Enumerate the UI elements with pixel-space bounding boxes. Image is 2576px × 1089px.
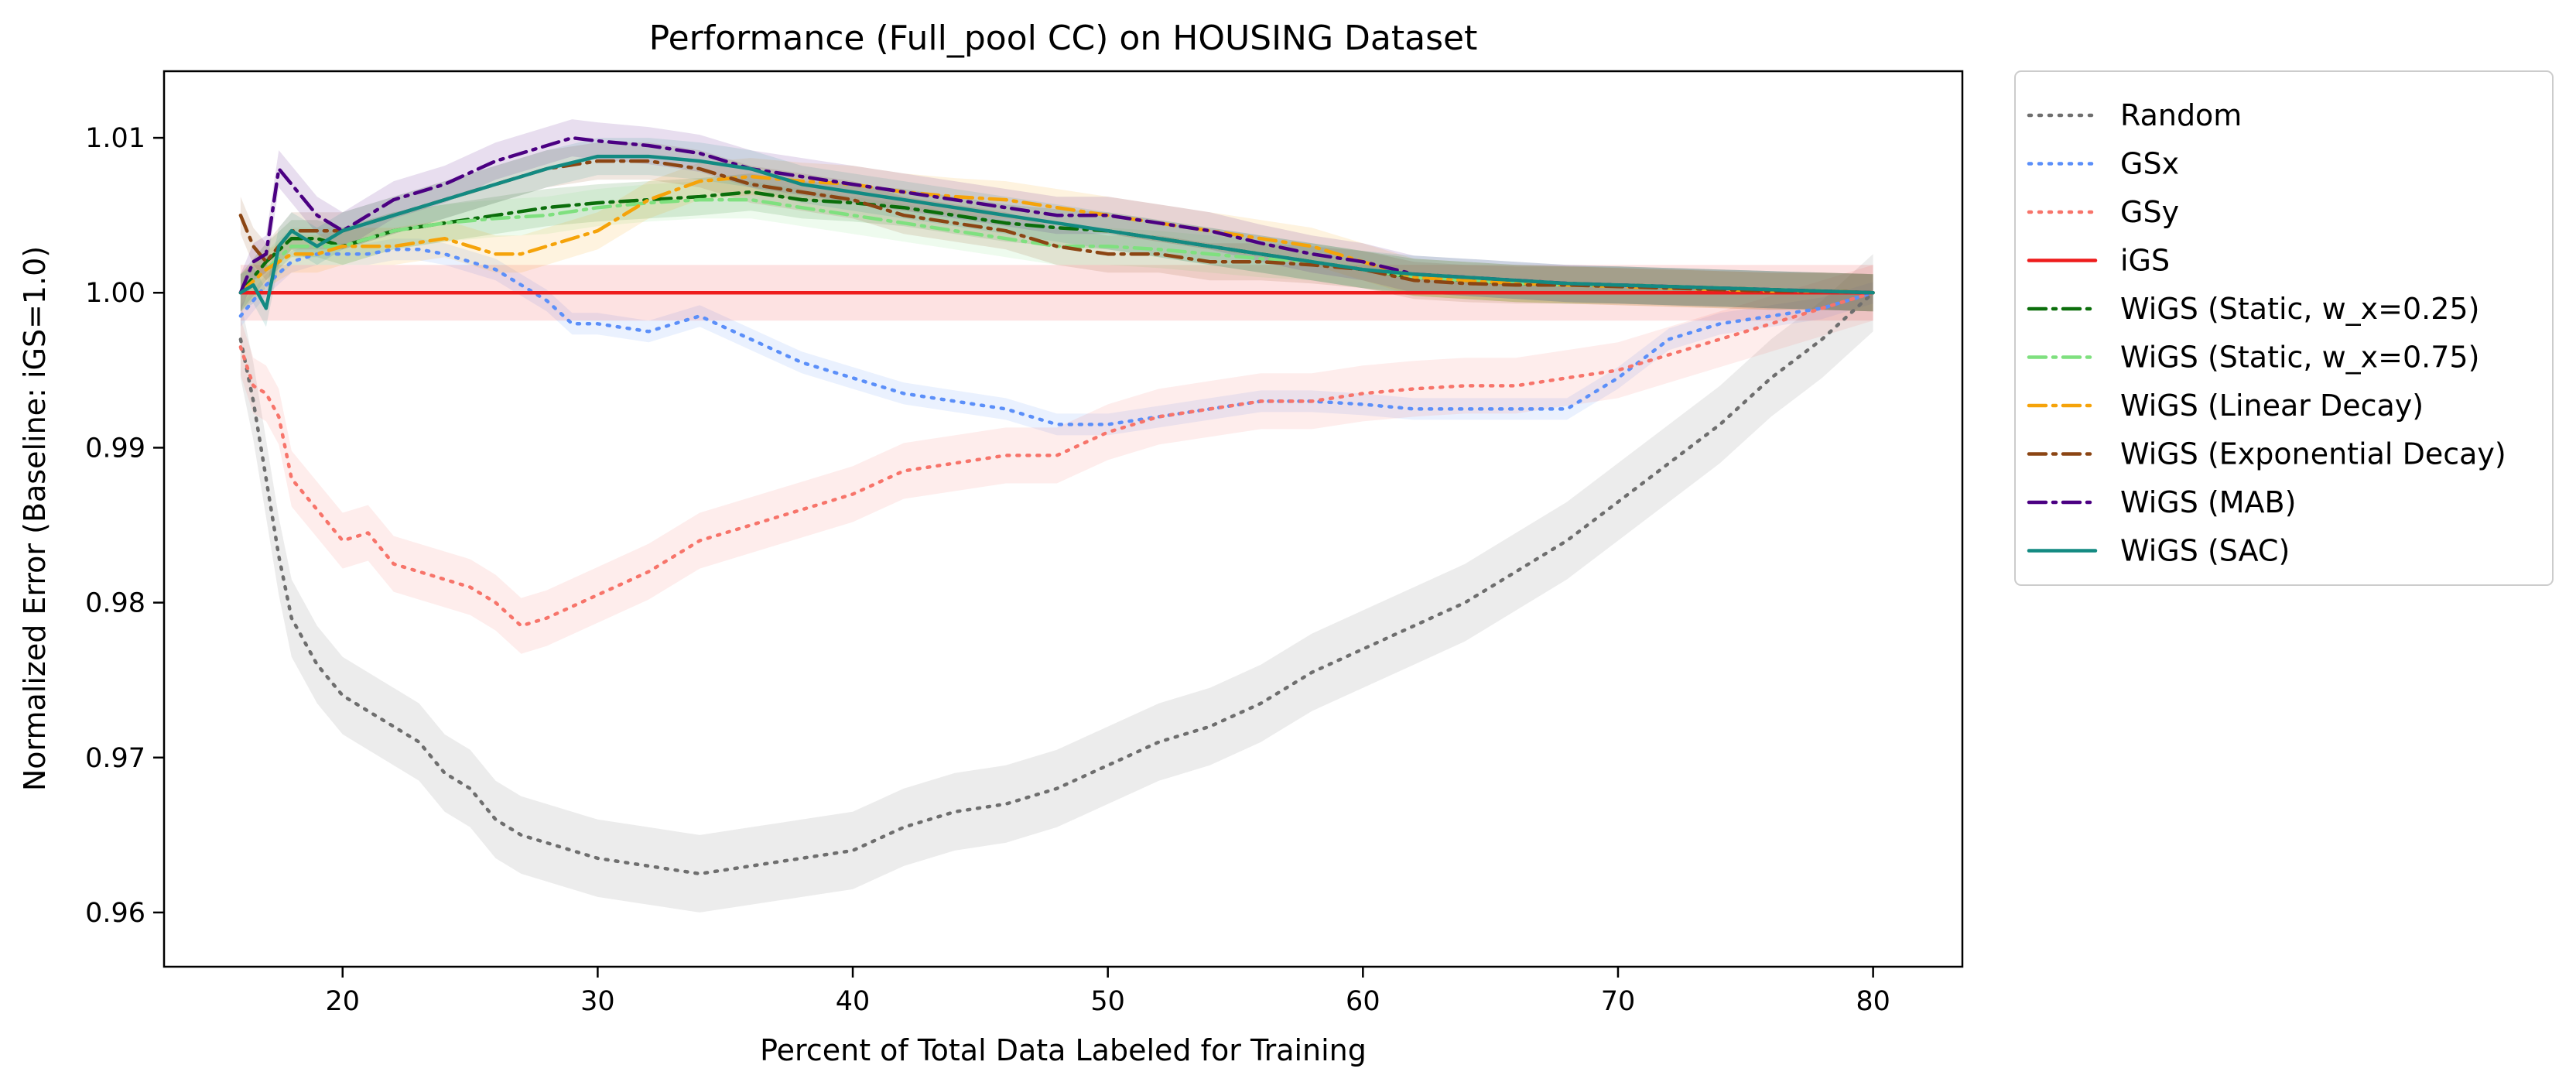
y-tick-label: 1.00 [85,278,145,309]
x-tick-label: 20 [325,986,360,1017]
legend-label-wigs-mab: WiGS (MAB) [2120,485,2296,519]
legend-label-wigs-exponential-decay: WiGS (Exponential Decay) [2120,437,2506,471]
band-gsy [240,265,1873,654]
series-line-random [238,290,1875,876]
y-tick-label: 0.98 [85,588,145,619]
x-tick-label: 40 [836,986,871,1017]
x-tick-label: 70 [1601,986,1636,1017]
y-tick-label: 1.01 [85,123,145,154]
y-tick-label: 0.97 [85,743,145,774]
x-axis-label: Percent of Total Data Labeled for Traini… [760,1033,1367,1067]
band-wigs-linear-decay [240,158,1873,312]
y-axis-ticks: 0.96 0.97 0.98 0.99 1.00 1.01 [85,123,164,929]
band-gsx [240,238,1873,436]
plot-area-frame [162,70,1964,968]
series-lines [238,135,1875,876]
series-line-gsy [238,290,1875,628]
x-axis-ticks: 20 30 40 50 60 70 80 [325,967,1890,1017]
legend-label-gsx: GSx [2120,147,2179,181]
legend: Random GSx GSy iGS WiGS (Static, w_x=0.25) Wi… [2014,70,2554,586]
legend-label-wigs-static-w-x-0-25: WiGS (Static, w_x=0.25) [2120,292,2479,326]
legend-label-igs: iGS [2120,244,2170,278]
y-axis-label: Normalized Error (Baseline: iGS=1.0) [18,246,52,791]
band-wigs-exponential-decay [240,142,1873,312]
series-line-wigs-sac [238,154,1875,310]
chart-title: Performance (Full_pool CC) on HOUSING Da… [649,19,1478,58]
x-tick-label: 60 [1346,986,1380,1017]
x-tick-label: 50 [1090,986,1125,1017]
y-tick-label: 0.99 [85,433,145,464]
legend-label-wigs-static-w-x-0-75: WiGS (Static, w_x=0.75) [2120,341,2479,375]
legend-label-gsy: GSy [2120,195,2179,229]
confidence-bands [240,119,1873,913]
band-random [240,254,1873,913]
y-tick-label: 0.96 [85,898,145,929]
x-tick-label: 30 [580,986,615,1017]
x-tick-label: 80 [1856,986,1890,1017]
legend-frame [2014,70,2554,586]
series-line-gsx [238,247,1875,426]
legend-label-wigs-sac: WiGS (SAC) [2120,534,2290,568]
legend-label-random: Random [2120,98,2242,132]
legend-label-wigs-linear-decay: WiGS (Linear Decay) [2120,389,2424,423]
